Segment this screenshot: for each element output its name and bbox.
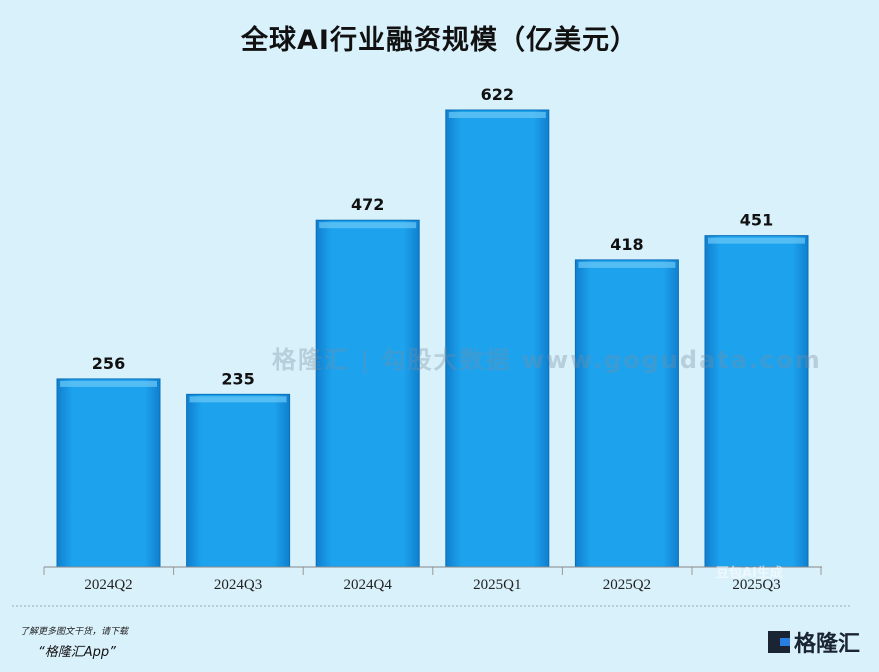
bar-2025Q3 [704,235,809,568]
bar-2024Q3 [186,393,291,568]
x-tick-label: 2024Q3 [214,577,262,593]
data-label: 418 [610,235,643,254]
x-tick-label: 2024Q4 [344,577,393,593]
data-label: 622 [481,85,514,104]
x-tick-label: 2025Q1 [473,577,521,593]
data-label: 472 [351,195,384,214]
bar-highlight [448,112,546,118]
bar-highlight [189,396,287,403]
watermark: 格隆汇 | 勾股大数据 www.gogudata.com [272,346,822,374]
ai-generated-mark: 豆包AI生成 [716,566,783,581]
bar-highlight [708,237,805,244]
data-label: 235 [221,369,254,388]
logo-icon [768,631,790,653]
bar-2024Q2 [56,378,161,568]
logo-text: 格隆汇 [794,632,861,657]
data-label: 256 [92,354,125,373]
bar-highlight [578,261,676,268]
logo: 格隆汇 [768,626,860,658]
footer-app: “格隆汇App” [38,645,116,660]
x-tick-label: 2025Q3 [732,577,780,593]
footer-text: 了解更多图文干货，请下载 [20,627,129,637]
x-tick-label: 2024Q2 [84,577,132,593]
bar-2024Q4 [315,219,420,568]
bar-2025Q2 [574,259,679,568]
bar-highlight [319,222,417,229]
x-tick-label: 2025Q2 [603,577,651,593]
data-label: 451 [740,211,773,230]
bar-2025Q1 [445,109,550,568]
bar-highlight [60,380,157,387]
chart-title: 全球AI行业融资规模（亿美元） [241,25,638,56]
